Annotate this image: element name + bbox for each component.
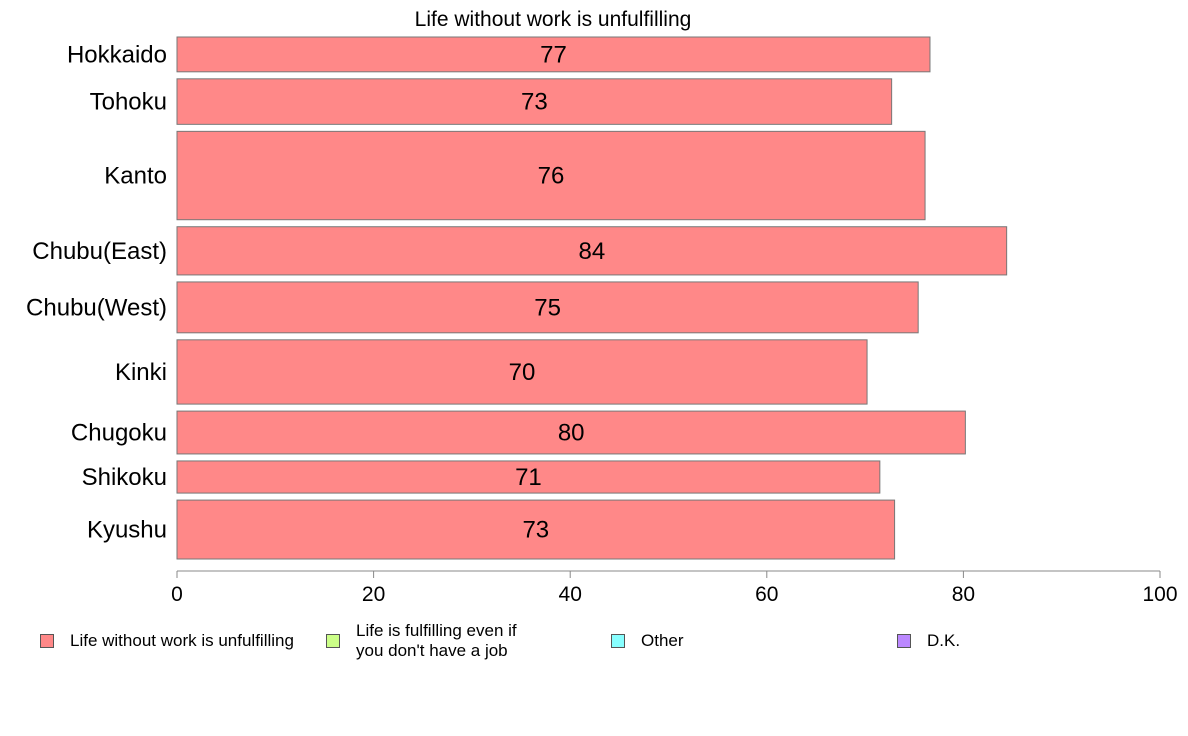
category-label: Shikoku — [82, 464, 167, 491]
data-label: 70 — [509, 359, 536, 386]
data-label: 71 — [515, 464, 542, 491]
x-tick-label: 60 — [755, 583, 778, 606]
category-label: Tohoku — [90, 89, 167, 116]
bar-chubu-east- — [176, 226, 1008, 276]
legend: Life without work is unfulfilling Life is… — [0, 621, 1188, 666]
category-label: Chubu(East) — [32, 238, 167, 265]
legend-label: Other — [641, 631, 684, 650]
legend-item: Life is fulfilling even if you don't hav… — [326, 621, 517, 660]
category-label: Kinki — [115, 359, 167, 386]
data-label: 73 — [521, 89, 548, 116]
x-tick-label: 20 — [362, 583, 385, 606]
data-label: 75 — [534, 294, 561, 321]
x-tick-label: 80 — [952, 583, 975, 606]
bar-shikoku — [176, 460, 881, 494]
legend-swatch — [326, 634, 340, 648]
data-label: 84 — [578, 238, 605, 265]
x-tick-label: 40 — [559, 583, 582, 606]
legend-swatch — [897, 634, 911, 648]
data-label: 76 — [538, 163, 565, 190]
data-label: 80 — [558, 420, 585, 447]
x-tick-label: 100 — [1142, 583, 1177, 606]
bar-chugoku — [176, 410, 966, 455]
bar-chart: Life without work is unfulfilling 77 Hokk… — [26, 8, 1177, 606]
bar-tohoku — [176, 78, 893, 125]
legend-item: Other — [611, 622, 684, 660]
legend-swatch — [611, 634, 625, 648]
category-label: Kyushu — [87, 517, 167, 544]
legend-item: Life without work is unfulfilling — [40, 622, 294, 660]
bar-kinki — [176, 339, 868, 405]
data-label: 77 — [540, 41, 567, 68]
data-label: 73 — [522, 517, 549, 544]
bar-hokkaido — [176, 36, 931, 73]
category-label: Hokkaido — [67, 41, 167, 68]
legend-label: Life is fulfilling even if you don't hav… — [356, 621, 517, 660]
legend-label: D.K. — [927, 631, 961, 650]
chart-title: Life without work is unfulfilling — [415, 8, 692, 31]
category-label: Kanto — [104, 163, 167, 190]
legend-swatch — [40, 634, 54, 648]
legend-item: D.K. — [897, 622, 960, 660]
bar-kyushu — [176, 499, 896, 560]
legend-label: Life without work is unfulfilling — [70, 631, 294, 650]
category-label: Chugoku — [71, 420, 167, 447]
bar-chubu-west- — [176, 281, 919, 334]
bar-kanto — [176, 130, 926, 221]
category-label: Chubu(West) — [26, 294, 167, 321]
x-tick-label: 0 — [171, 583, 183, 606]
